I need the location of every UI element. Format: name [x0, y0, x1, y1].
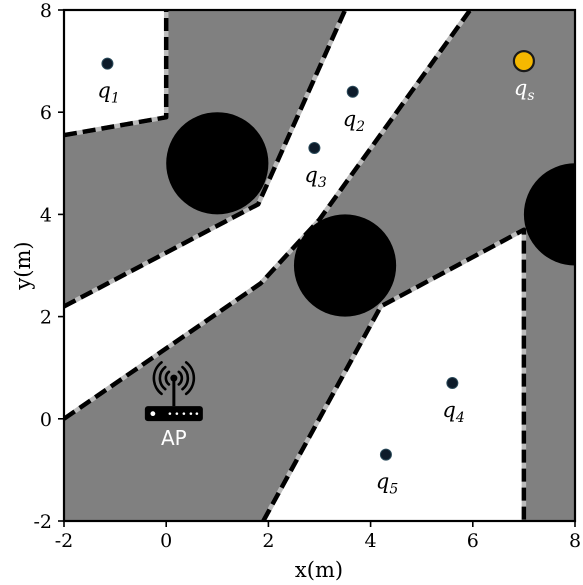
free-region: [263, 229, 524, 521]
x-tick-label: 0: [160, 530, 172, 552]
free-region: [64, 10, 471, 419]
x-tick-label: 2: [262, 530, 274, 552]
point-label-subscript: s: [527, 88, 534, 104]
wifi-wave-right: [184, 361, 196, 396]
wifi-wave-left: [158, 365, 167, 391]
point-label-subscript: 5: [389, 482, 398, 498]
antenna-tip: [170, 374, 178, 382]
boundary-dash: [64, 10, 473, 421]
router-port: [175, 412, 179, 415]
point-label-name: q: [442, 398, 455, 422]
router-port: [189, 412, 193, 415]
router-port: [195, 412, 199, 415]
waypoint-marker: [379, 448, 392, 461]
x-tick-label: -2: [55, 530, 74, 552]
point-label-subscript: 2: [355, 119, 365, 135]
y-tick-label: 6: [40, 102, 52, 124]
point-label: q1: [97, 79, 119, 107]
plot-frame: [62, 8, 577, 523]
y-tick-label: 4: [40, 204, 52, 226]
waypoint-marker: [446, 377, 459, 390]
boundary-dash: [64, 10, 348, 309]
wifi-router-icon: [144, 361, 203, 422]
y-tick-label: 2: [40, 307, 52, 329]
point-label-name: q: [376, 470, 389, 494]
router-body: [144, 406, 203, 422]
point-label-name: q: [97, 79, 110, 103]
wifi-wave-left: [164, 370, 171, 386]
wifi-wave-left: [152, 361, 163, 396]
point-q4: q4: [442, 377, 465, 426]
region-boundary: [64, 10, 473, 421]
point-label-name: q: [304, 163, 317, 187]
region-boundary: [64, 10, 169, 138]
point-q3: q3: [304, 141, 327, 191]
access-point: AP: [144, 361, 203, 450]
obstacle: [166, 112, 269, 215]
waypoint-marker: [346, 85, 359, 98]
waypoint-marker: [308, 141, 321, 154]
router-port: [168, 412, 172, 415]
point-q2: q2: [343, 85, 365, 135]
y-axis-label: y(m): [11, 241, 35, 290]
point-label-name: q: [514, 76, 527, 100]
waypoint-marker: [101, 57, 114, 70]
obstacle: [293, 214, 397, 317]
x-tick-label: 6: [467, 530, 479, 552]
point-label-name: q: [343, 107, 356, 131]
free-region: [64, 10, 167, 136]
obstacle: [523, 163, 575, 266]
y-tick-label: 8: [40, 0, 52, 22]
access-point-label: AP: [161, 426, 187, 450]
x-axis-label: x(m): [295, 558, 343, 582]
boundary-dash: [261, 227, 527, 521]
point-label: q3: [304, 163, 326, 191]
point-label-subscript: 4: [455, 410, 465, 426]
point-q1: q1: [97, 57, 120, 107]
router-led: [150, 411, 156, 417]
y-tick-label: 0: [40, 409, 52, 431]
point-label: q2: [343, 107, 365, 135]
region-boundary: [261, 227, 527, 521]
point-label-subscript: 1: [111, 91, 120, 107]
x-tick-label: 4: [365, 530, 377, 552]
start-point-marker: [512, 49, 536, 73]
y-tick-label: -2: [33, 511, 52, 533]
wifi-wave-right: [177, 370, 184, 386]
point-q5: q5: [376, 448, 398, 498]
point-label: q4: [442, 398, 464, 426]
boundary-dash: [64, 10, 169, 138]
point-qs: qs: [512, 49, 536, 104]
region-boundary: [64, 10, 348, 309]
wifi-wave-right: [181, 365, 190, 391]
point-label: qs: [514, 76, 535, 104]
router-port: [182, 412, 186, 415]
point-label: q5: [376, 470, 398, 498]
point-label-subscript: 3: [318, 175, 327, 191]
x-tick-label: 8: [569, 530, 581, 552]
